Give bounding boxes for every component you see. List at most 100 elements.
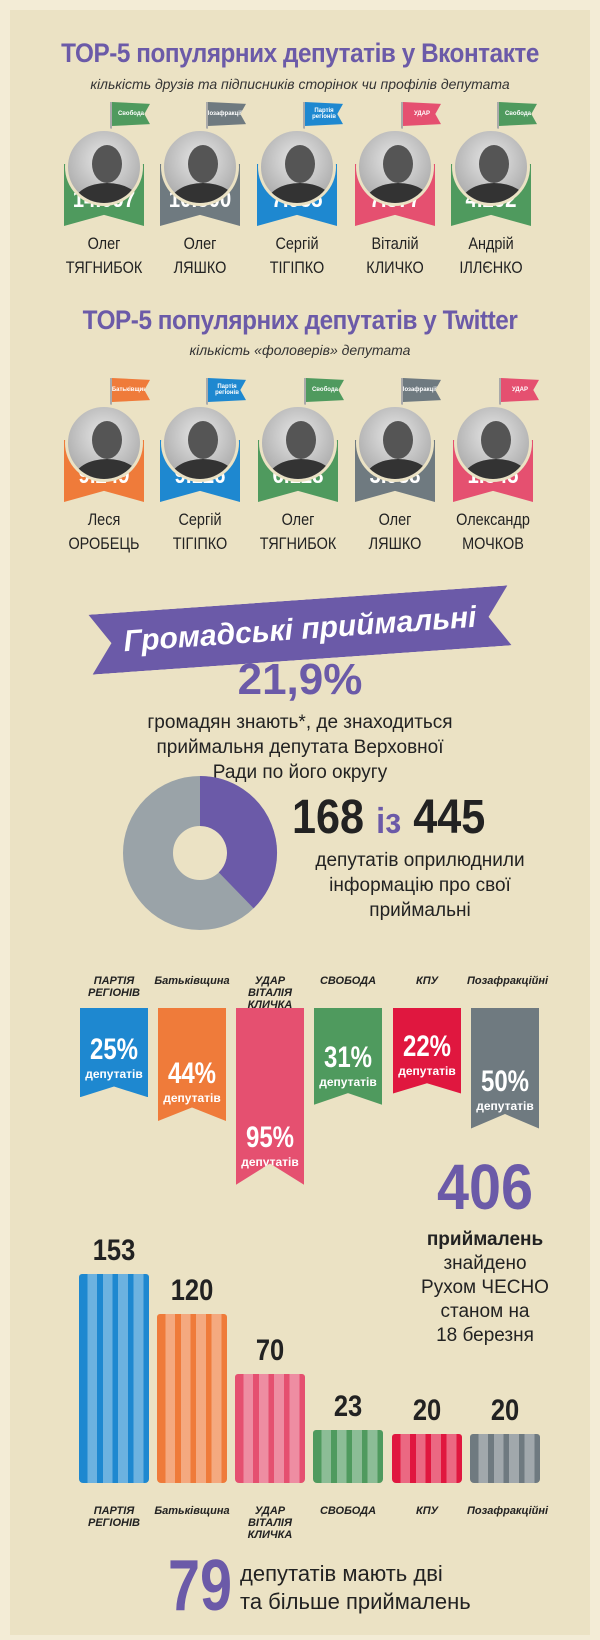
portrait-photo — [356, 128, 434, 206]
portrait-head — [479, 145, 509, 183]
vk-subtitle: кількість друзів та підписників сторінок… — [90, 76, 510, 92]
party-logo-icon: СВОБОДА — [319, 975, 377, 987]
party-percent-ribbon: 22% депутатів — [393, 1008, 461, 1094]
party-logo-icon: Позафракційні — [467, 1505, 549, 1517]
text-line: приймалень — [426, 1229, 544, 1250]
portrait-photo — [161, 404, 239, 482]
party-flag-icon: Партія регіонів — [305, 102, 343, 126]
percent-value: 25% — [89, 1033, 139, 1067]
ribbon-label: 95% депутатів — [236, 1121, 304, 1169]
portrait-head — [92, 421, 122, 459]
party-flag-icon: Свобода — [306, 378, 344, 402]
person-name: Леся ОРОБЕЦЬ — [55, 508, 154, 556]
first-name: Віталій — [371, 234, 419, 253]
flag-pole — [499, 378, 501, 418]
ribbon-label: 44% депутатів — [158, 1057, 226, 1105]
person-name: Олег ТЯГНИБОК — [55, 232, 154, 280]
portrait-head — [188, 145, 218, 183]
person-card: Свобода6.128ОлегТЯГНИБОК — [250, 378, 346, 558]
office-building-bar — [79, 1274, 149, 1483]
office-building-bar — [470, 1434, 540, 1483]
last-name: ЛЯШКО — [368, 534, 422, 553]
banner-text: Громадські приймальні — [122, 600, 478, 659]
party-flag-icon: УДАР — [501, 378, 539, 402]
text-line: знайдено — [443, 1253, 527, 1274]
first-name: Андрій — [468, 234, 514, 253]
person-name: Олег ЛЯШКО — [151, 232, 250, 280]
party-logo-icon: УДАР ВІТАЛІЯ КЛИЧКА — [247, 1505, 293, 1541]
last-name: КЛИЧКО — [366, 258, 424, 277]
text-line: депутатів оприлюднили — [315, 850, 525, 871]
text-line: станом на — [440, 1301, 530, 1322]
person-name: Олександр МОЧКОВ — [444, 508, 543, 556]
text-line: 18 березня — [436, 1325, 534, 1346]
party-flag-icon: Свобода — [112, 102, 150, 126]
party-logo-icon: СВОБОДА — [319, 1505, 377, 1517]
percent-unit: депутатів — [398, 1063, 456, 1078]
text-line: та більше приймалень — [240, 1589, 471, 1614]
vk-title: TOP-5 популярних депутатів у Вконтакте — [61, 38, 539, 68]
last-name: ТЯГНИБОК — [259, 534, 337, 553]
ribbon-label: 22% депутатів — [393, 1030, 461, 1078]
office-count-label: 20 — [490, 1394, 520, 1427]
person-card: Свобода14.097ОлегТЯГНИБОК — [56, 102, 152, 282]
person-card: УДАР7.877ВіталійКЛИЧКО — [347, 102, 443, 282]
portrait-body — [74, 459, 140, 479]
person-card: Позафракційні10.300ОлегЛЯШКО — [152, 102, 248, 282]
portrait-photo — [65, 404, 143, 482]
portrait-head — [481, 421, 511, 459]
portrait-photo — [65, 128, 143, 206]
flag-pole — [401, 102, 403, 142]
percent-value: 31% — [323, 1040, 373, 1074]
published-text: депутатів оприлюднили інформацію про свої… — [280, 848, 560, 923]
person-name: Сергій ТІГІПКО — [248, 232, 347, 280]
found-text: приймалень знайдено Рухом ЧЕСНО станом на 1… — [405, 1228, 565, 1348]
portrait-photo — [452, 128, 530, 206]
flag-pole — [110, 378, 112, 418]
flag-pole — [497, 102, 499, 142]
portrait-body — [268, 459, 334, 479]
party-logo-icon: Батьківщина — [154, 1505, 230, 1517]
person-card: Партія регіонів7.935СергійТІГІПКО — [249, 102, 345, 282]
percent-unit: депутатів — [319, 1074, 377, 1089]
person-name: Олег ТЯГНИБОК — [249, 508, 348, 556]
percent-value: 95% — [245, 1120, 295, 1154]
party-flag-icon: Свобода — [499, 102, 537, 126]
portrait-body — [74, 183, 140, 203]
first-name: Сергій — [178, 510, 222, 529]
percent-unit: депутатів — [241, 1154, 299, 1169]
flag-pole — [206, 378, 208, 418]
party-percent-ribbon: 44% депутатів — [158, 1008, 226, 1121]
party-flag-icon: Позафракційні — [403, 378, 441, 402]
person-card: Свобода4.292АндрійІЛЛЄНКО — [443, 102, 539, 282]
percent-unit: депутатів — [163, 1091, 221, 1105]
last-name: ТІГІПКО — [269, 258, 325, 277]
last-name: ТЯГНИБОК — [65, 258, 143, 277]
text-line: громадян знають*, де знаходиться — [147, 712, 453, 733]
party-percent-ribbon: 95% депутатів — [236, 1008, 304, 1185]
party-logo-icon: Позафракційні — [467, 975, 549, 987]
portrait-head — [383, 421, 413, 459]
ribbon-label: 31% депутатів — [314, 1041, 382, 1089]
first-name: Олег — [378, 510, 412, 529]
party-percent-ribbon: 31% депутатів — [314, 1008, 382, 1105]
flag-pole — [401, 378, 403, 418]
ribbon-label: 25% депутатів — [80, 1033, 148, 1081]
portrait-body — [170, 459, 236, 479]
flag-pole — [303, 102, 305, 142]
text-line: інформацію про свої — [329, 875, 511, 896]
flag-pole — [206, 102, 208, 142]
party-logo-icon: ПАРТІЯ РЕГІОНІВ — [88, 1505, 140, 1529]
portrait-head — [92, 145, 122, 183]
office-count-label: 120 — [170, 1274, 214, 1307]
awareness-percent: 21,9% — [237, 655, 363, 704]
flag-pole — [304, 378, 306, 418]
office-count-label: 23 — [333, 1390, 363, 1424]
office-building-bar — [313, 1430, 383, 1483]
party-flag-icon: Партія регіонів — [208, 378, 246, 402]
first-name: Сергій — [275, 234, 319, 253]
donut-chart — [123, 776, 277, 930]
twitter-subtitle: кількість «фоловерів» депутата — [189, 342, 411, 358]
party-flag-icon: Позафракційні — [208, 102, 246, 126]
percent-unit: депутатів — [85, 1067, 143, 1082]
